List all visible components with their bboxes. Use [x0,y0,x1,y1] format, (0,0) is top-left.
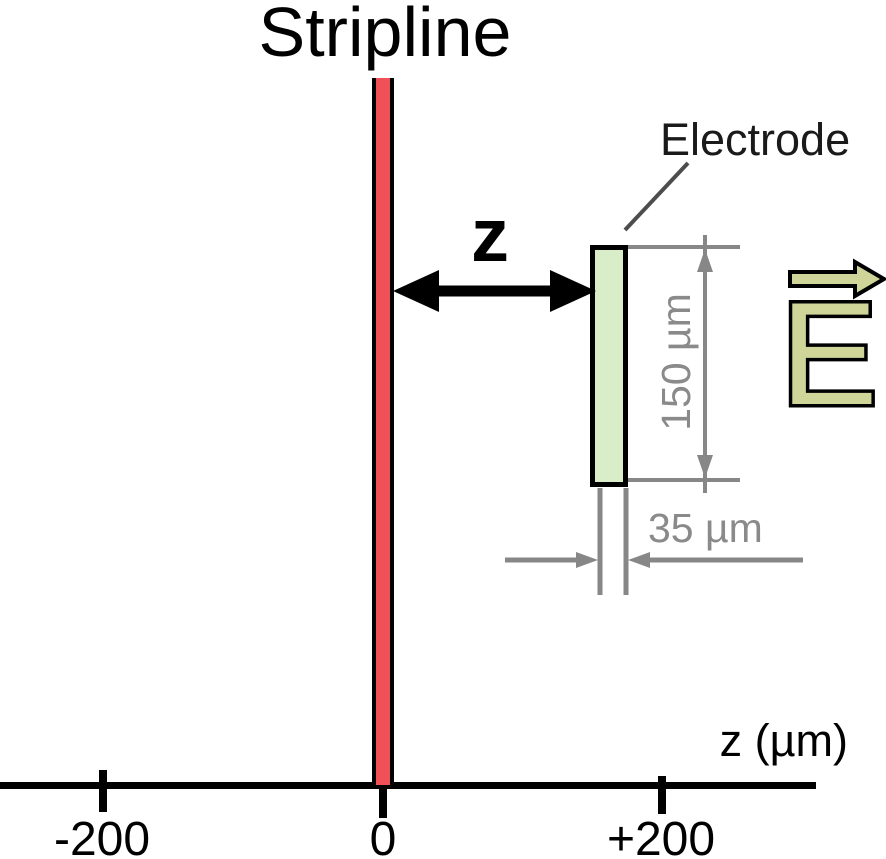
axis-tick-label-zero: 0 [369,813,397,859]
electrode-width-dimension-label: 35 µm [648,505,763,551]
gap-distance-label: z [471,193,509,278]
height-dim-arrow-up-icon [697,249,713,272]
axis-unit-label: z (µm) [719,715,848,766]
efield-arrow-icon [788,258,886,300]
electrode-leader-line [623,161,690,232]
width-dim-arrow-left-icon [628,552,650,568]
width-dim-arrow-right-icon [576,552,598,568]
axis-tick-plus200 [658,776,666,814]
electrode-height-dimension-label: 150 µm [653,293,699,431]
electrode-label: Electrode [660,114,851,165]
stripline-bar [372,78,394,785]
axis-tick-zero [379,789,387,818]
z-axis-line [0,782,816,789]
electrode-rect [590,245,628,487]
axis-tick-label-plus200: +200 [606,813,716,859]
axis-tick-label-minus200: -200 [53,813,151,859]
diagram-title: Stripline [258,0,512,71]
height-dim-arrow-down-icon [697,455,713,478]
efield-label: E [780,272,877,435]
axis-tick-minus200 [99,770,107,812]
